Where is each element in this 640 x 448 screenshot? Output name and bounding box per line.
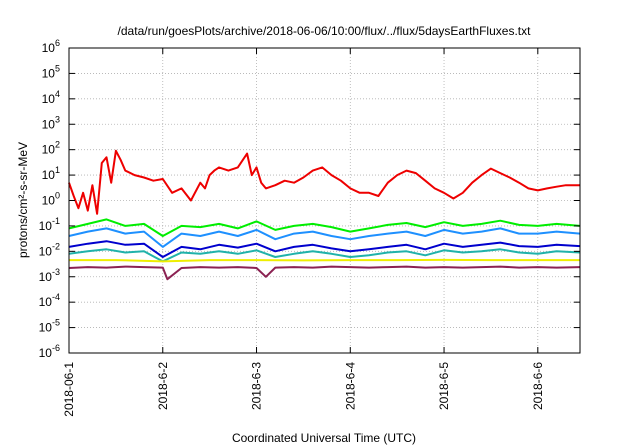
x-axis-label: Coordinated Universal Time (UTC) xyxy=(232,431,416,445)
x-tick-label: 2018-6-2 xyxy=(156,362,170,410)
chart-title: /data/run/goesPlots/archive/2018-06-06/1… xyxy=(118,24,532,38)
y-tick-label: 10-2 xyxy=(39,241,60,258)
y-tick-label: 10-6 xyxy=(39,343,60,360)
series-line-6 xyxy=(69,258,580,263)
series-line-2 xyxy=(68,218,581,237)
y-tick-label: 105 xyxy=(42,63,60,80)
y-tick-label: 100 xyxy=(42,191,60,208)
series-line-1 xyxy=(68,149,580,215)
series-line-5 xyxy=(68,248,581,263)
series-line-7 xyxy=(68,265,581,281)
y-tick-label: 10-1 xyxy=(39,216,60,233)
series-line-4 xyxy=(68,240,581,258)
x-tick-label: 2018-6-5 xyxy=(437,362,451,410)
series-group xyxy=(68,149,581,281)
y-tick-label: 10-4 xyxy=(39,292,60,309)
series-line-3 xyxy=(68,227,581,248)
y-tick-label: 10-5 xyxy=(39,318,60,335)
x-tick-label: 2018-6-3 xyxy=(250,362,264,410)
x-tick-label: 2018-06-1 xyxy=(62,362,76,417)
y-tick-label: 101 xyxy=(42,165,60,182)
y-tick-label: 106 xyxy=(42,38,60,55)
x-tick-label: 2018-6-6 xyxy=(531,362,545,410)
y-axis-ticks: 106 105 104 103 102 101 100 10-1 10-2 10-3 10-4 10-… xyxy=(39,38,580,360)
y-axis-label: protons/cm²-s-sr-MeV xyxy=(16,142,30,258)
y-tick-label: 102 xyxy=(42,140,60,157)
y-tick-label: 103 xyxy=(42,114,60,131)
x-tick-label: 2018-6-4 xyxy=(343,362,357,410)
x-axis-ticks: 2018-06-1 2018-6-2 2018-6-3 2018-6-4 2018-6-… xyxy=(62,48,545,417)
y-tick-label: 10-3 xyxy=(39,267,60,284)
y-tick-label: 104 xyxy=(42,89,60,106)
